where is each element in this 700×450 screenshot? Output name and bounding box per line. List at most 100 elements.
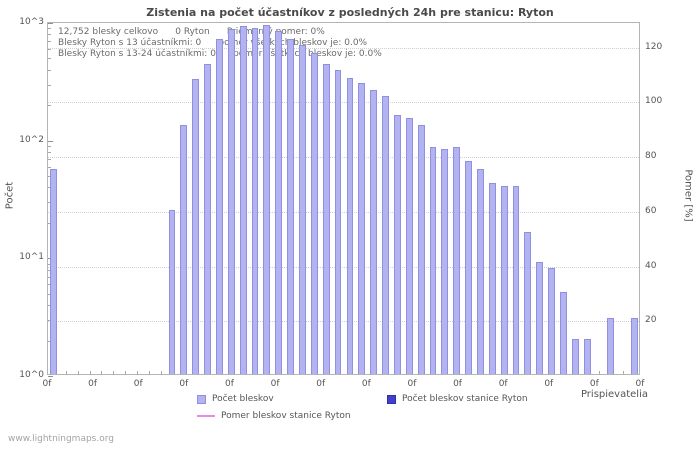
x-tick-label: 0f xyxy=(42,379,52,389)
bar xyxy=(571,338,579,374)
bar xyxy=(500,185,508,374)
y-tick-label-right: 120 xyxy=(645,41,663,52)
axis-tick xyxy=(48,146,51,148)
bar xyxy=(631,317,638,374)
x-tick-label: 0f xyxy=(407,379,417,389)
axis-tick xyxy=(48,293,51,295)
axis-tick xyxy=(48,376,53,377)
bar xyxy=(370,89,378,374)
y-tick-label-left: 10^2 xyxy=(19,134,44,145)
bar xyxy=(216,39,223,374)
gridline xyxy=(48,211,639,213)
bar xyxy=(536,261,544,374)
axis-tick xyxy=(125,371,127,374)
x-tick-label: 0f xyxy=(179,379,189,389)
bar xyxy=(548,267,555,374)
bar xyxy=(239,26,247,374)
gridline xyxy=(48,266,639,268)
line-swatch-icon xyxy=(197,415,215,417)
y-tick-label-left: 10^3 xyxy=(19,17,44,27)
gridline xyxy=(48,102,639,104)
x-tick-label: 0f xyxy=(498,379,508,389)
axis-tick xyxy=(48,41,51,43)
axis-tick xyxy=(148,371,150,374)
gridline xyxy=(48,47,639,49)
x-tick-label: 0f xyxy=(133,379,143,389)
y-tick-label-right: 100 xyxy=(645,96,663,107)
bar xyxy=(204,64,212,374)
x-tick-label: 0f xyxy=(225,379,234,389)
axis-tick xyxy=(48,319,51,321)
watermark: www.lightningmaps.org xyxy=(8,434,114,444)
axis-tick xyxy=(48,166,51,168)
bar xyxy=(488,183,496,374)
axis-tick xyxy=(48,58,51,60)
axis-tick xyxy=(623,371,625,374)
y-axis-label-right: Pomer [%] xyxy=(682,169,694,222)
x-tick-label: 0f xyxy=(589,379,599,389)
x-tick-label: 0f xyxy=(544,379,554,389)
x-tick-label: 0f xyxy=(361,379,371,389)
legend-label: Pomer bleskov stanice Ryton xyxy=(221,411,351,421)
gridline xyxy=(48,157,639,159)
x-tick-label: 0f xyxy=(88,379,98,389)
legend-item-count: Počet bleskov xyxy=(197,394,274,404)
plot-area xyxy=(47,22,640,377)
axis-tick xyxy=(48,105,51,107)
axis-tick xyxy=(48,49,51,51)
y-tick-label-right: 60 xyxy=(645,205,657,216)
bar xyxy=(310,52,318,374)
bar xyxy=(299,45,306,374)
axis-tick xyxy=(48,84,51,86)
axis-tick xyxy=(48,69,51,71)
bar xyxy=(524,232,532,374)
bar-swatch-icon xyxy=(197,394,206,404)
x-tick-label: 0f xyxy=(316,379,326,389)
axis-tick xyxy=(48,340,51,342)
axis-tick xyxy=(48,23,53,24)
axis-tick xyxy=(48,305,51,307)
bar xyxy=(465,160,472,374)
y-axis-label-left: Počet xyxy=(4,181,16,210)
axis-tick xyxy=(48,202,51,204)
bar xyxy=(559,291,567,374)
bar xyxy=(417,125,425,374)
axis-tick xyxy=(48,269,51,271)
axis-tick xyxy=(48,34,51,36)
chart-annotations: 12,752 blesky celkovo 0 Ryton Priemerný … xyxy=(58,27,382,60)
y-tick-label-right: 40 xyxy=(645,260,657,271)
bar xyxy=(441,148,449,374)
legend-label: Počet bleskov xyxy=(212,394,274,404)
bar xyxy=(382,96,389,374)
bar xyxy=(334,70,342,374)
axis-tick xyxy=(48,263,51,265)
x-tick-label: 0f xyxy=(453,379,462,389)
y-tick-label-right: 20 xyxy=(645,315,657,326)
x-tick-label: 0f xyxy=(635,379,645,389)
legend-item-station-count: Počet bleskov stanice Ryton xyxy=(387,394,528,404)
bar xyxy=(393,114,401,374)
bar xyxy=(287,39,295,374)
legend-label: Počet bleskov stanice Ryton xyxy=(402,394,528,404)
axis-tick xyxy=(136,371,138,374)
bar-swatch-icon xyxy=(387,394,396,404)
axis-tick xyxy=(65,371,67,374)
axis-tick xyxy=(48,152,51,154)
bar xyxy=(453,146,461,374)
bar xyxy=(346,77,354,374)
axis-tick xyxy=(160,371,162,374)
gridline xyxy=(48,321,639,323)
bar xyxy=(227,28,235,374)
axis-tick xyxy=(48,28,51,30)
bar xyxy=(275,30,283,374)
bar xyxy=(263,25,271,374)
bar xyxy=(358,82,366,374)
bar xyxy=(251,28,259,374)
bar xyxy=(180,125,188,374)
axis-tick xyxy=(113,371,115,374)
y-tick-label-right: 80 xyxy=(645,151,657,162)
axis-tick xyxy=(77,371,79,374)
annotation-line-1: 12,752 blesky celkovo 0 Ryton Priemerný … xyxy=(58,27,325,37)
axis-tick xyxy=(48,176,51,178)
